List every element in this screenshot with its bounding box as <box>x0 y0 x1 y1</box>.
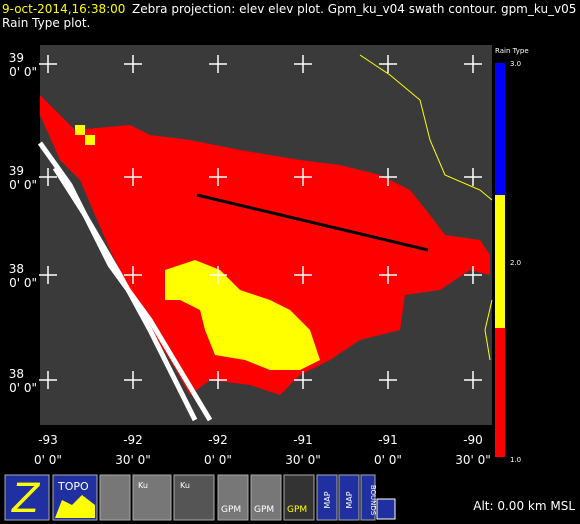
toolbar: Z TOPO Ku Ku GPM GPM GPM MAP MAP BOUNDS <box>4 474 396 522</box>
map-icon[interactable] <box>316 474 338 521</box>
cross-section-line <box>196 193 429 252</box>
header-time: 9-oct-2014,16:38:00 <box>2 2 125 16</box>
lon-label: 0' 0" <box>34 453 62 467</box>
rain-convective <box>165 260 320 370</box>
gpm-icon[interactable] <box>250 474 282 521</box>
lon-label: -92 <box>123 433 143 447</box>
map-icon[interactable] <box>338 474 360 521</box>
rain-convective <box>85 135 95 145</box>
ku-label: Ku <box>138 481 148 490</box>
gpm-ku-icon[interactable] <box>173 474 215 521</box>
zebra-icon[interactable] <box>4 474 50 521</box>
grid-icon[interactable] <box>376 498 396 520</box>
colorbar-segment <box>495 195 505 328</box>
lon-label: 30' 0" <box>115 453 151 467</box>
gpm-label: GPM <box>254 505 274 515</box>
colorbar-segment <box>495 328 505 457</box>
map-label: MAP <box>345 491 354 508</box>
state-boundary <box>484 299 493 361</box>
lon-label: 0' 0" <box>204 453 232 467</box>
gpm-icon[interactable] <box>283 474 315 521</box>
lon-label: 30' 0" <box>285 453 321 467</box>
lat-label: 0' 0" <box>9 381 37 395</box>
lon-label: -90 <box>463 433 483 447</box>
rain-convective <box>75 125 85 135</box>
topo-label: TOPO <box>57 480 89 493</box>
gpm-icon[interactable] <box>217 474 249 521</box>
header-line2: Rain Type plot. <box>2 16 90 30</box>
lon-label: 30' 0" <box>455 453 491 467</box>
ir-icon[interactable] <box>99 474 131 521</box>
colorbar-segment <box>495 63 505 195</box>
lon-label: -91 <box>293 433 313 447</box>
lat-label: 0' 0" <box>9 276 37 290</box>
bounds-label: BOUNDS <box>369 485 377 516</box>
lat-label: 0' 0" <box>9 65 37 79</box>
lat-label: 38 <box>9 367 24 381</box>
state-boundary <box>359 54 493 201</box>
lon-label: -91 <box>378 433 398 447</box>
swath-edge <box>52 166 198 422</box>
colorbar-label: 1.0 <box>510 456 521 464</box>
lat-label: 0' 0" <box>9 178 37 192</box>
topo-graphic <box>55 495 95 518</box>
map-label: MAP <box>323 491 332 508</box>
altitude-status: Alt: 0.00 km MSL <box>473 499 575 513</box>
lon-label: -93 <box>38 433 58 447</box>
lat-label: 38 <box>9 262 24 276</box>
zebra-logo: Z <box>11 476 41 522</box>
lon-label: -92 <box>208 433 228 447</box>
colorbar-title: Rain Type <box>495 47 529 55</box>
lat-label: 39 <box>9 51 24 65</box>
lat-label: 39 <box>9 164 24 178</box>
gpm-label: GPM <box>287 505 307 515</box>
lon-label: 0' 0" <box>374 453 402 467</box>
ku-label: Ku <box>180 481 190 490</box>
bounds-icon[interactable] <box>360 474 376 521</box>
colorbar-label: 3.0 <box>510 60 521 68</box>
gpm-ku-icon[interactable] <box>132 474 172 521</box>
colorbar-label: 2.0 <box>510 259 521 267</box>
gpm-label: GPM <box>221 505 241 515</box>
header-text: Zebra projection: elev elev plot. Gpm_ku… <box>132 2 576 16</box>
